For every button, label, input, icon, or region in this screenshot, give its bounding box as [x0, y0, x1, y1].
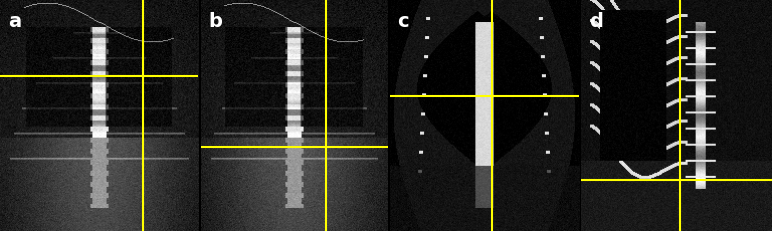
Text: a: a: [8, 12, 21, 30]
Text: d: d: [589, 12, 603, 30]
Text: b: b: [208, 12, 222, 30]
Text: c: c: [398, 12, 409, 30]
